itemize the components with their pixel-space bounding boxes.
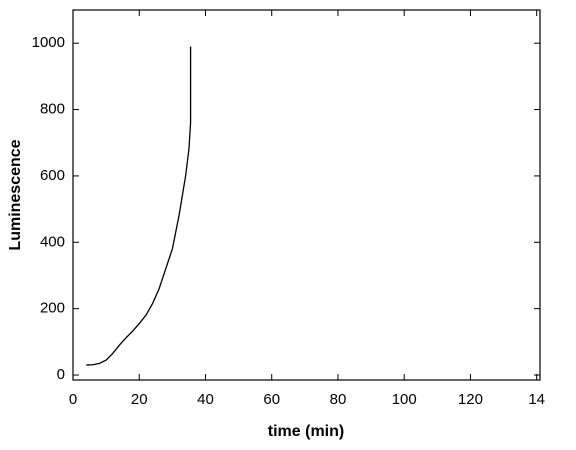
- y-axis-title: Luminescence: [7, 139, 24, 250]
- y-tick-label: 600: [40, 167, 65, 184]
- y-tick-label: 1000: [32, 34, 65, 51]
- y-tick-label: 400: [40, 233, 65, 250]
- x-tick-label: 40: [197, 391, 214, 408]
- x-tick-label: 80: [330, 391, 347, 408]
- x-axis-title: time (min): [268, 423, 344, 440]
- x-tick-label: 100: [392, 391, 417, 408]
- plot-frame: [72, 9, 541, 381]
- y-tick-label: 200: [40, 300, 65, 317]
- x-tick-label: 14: [528, 391, 545, 408]
- y-tick-label: 0: [57, 366, 65, 383]
- x-tick-label: 60: [263, 391, 280, 408]
- x-tick-label: 20: [131, 391, 148, 408]
- line: [86, 46, 192, 366]
- x-tick-label: 120: [458, 391, 483, 408]
- x-tick-label: 0: [69, 391, 77, 408]
- y-tick-label: 800: [40, 101, 65, 118]
